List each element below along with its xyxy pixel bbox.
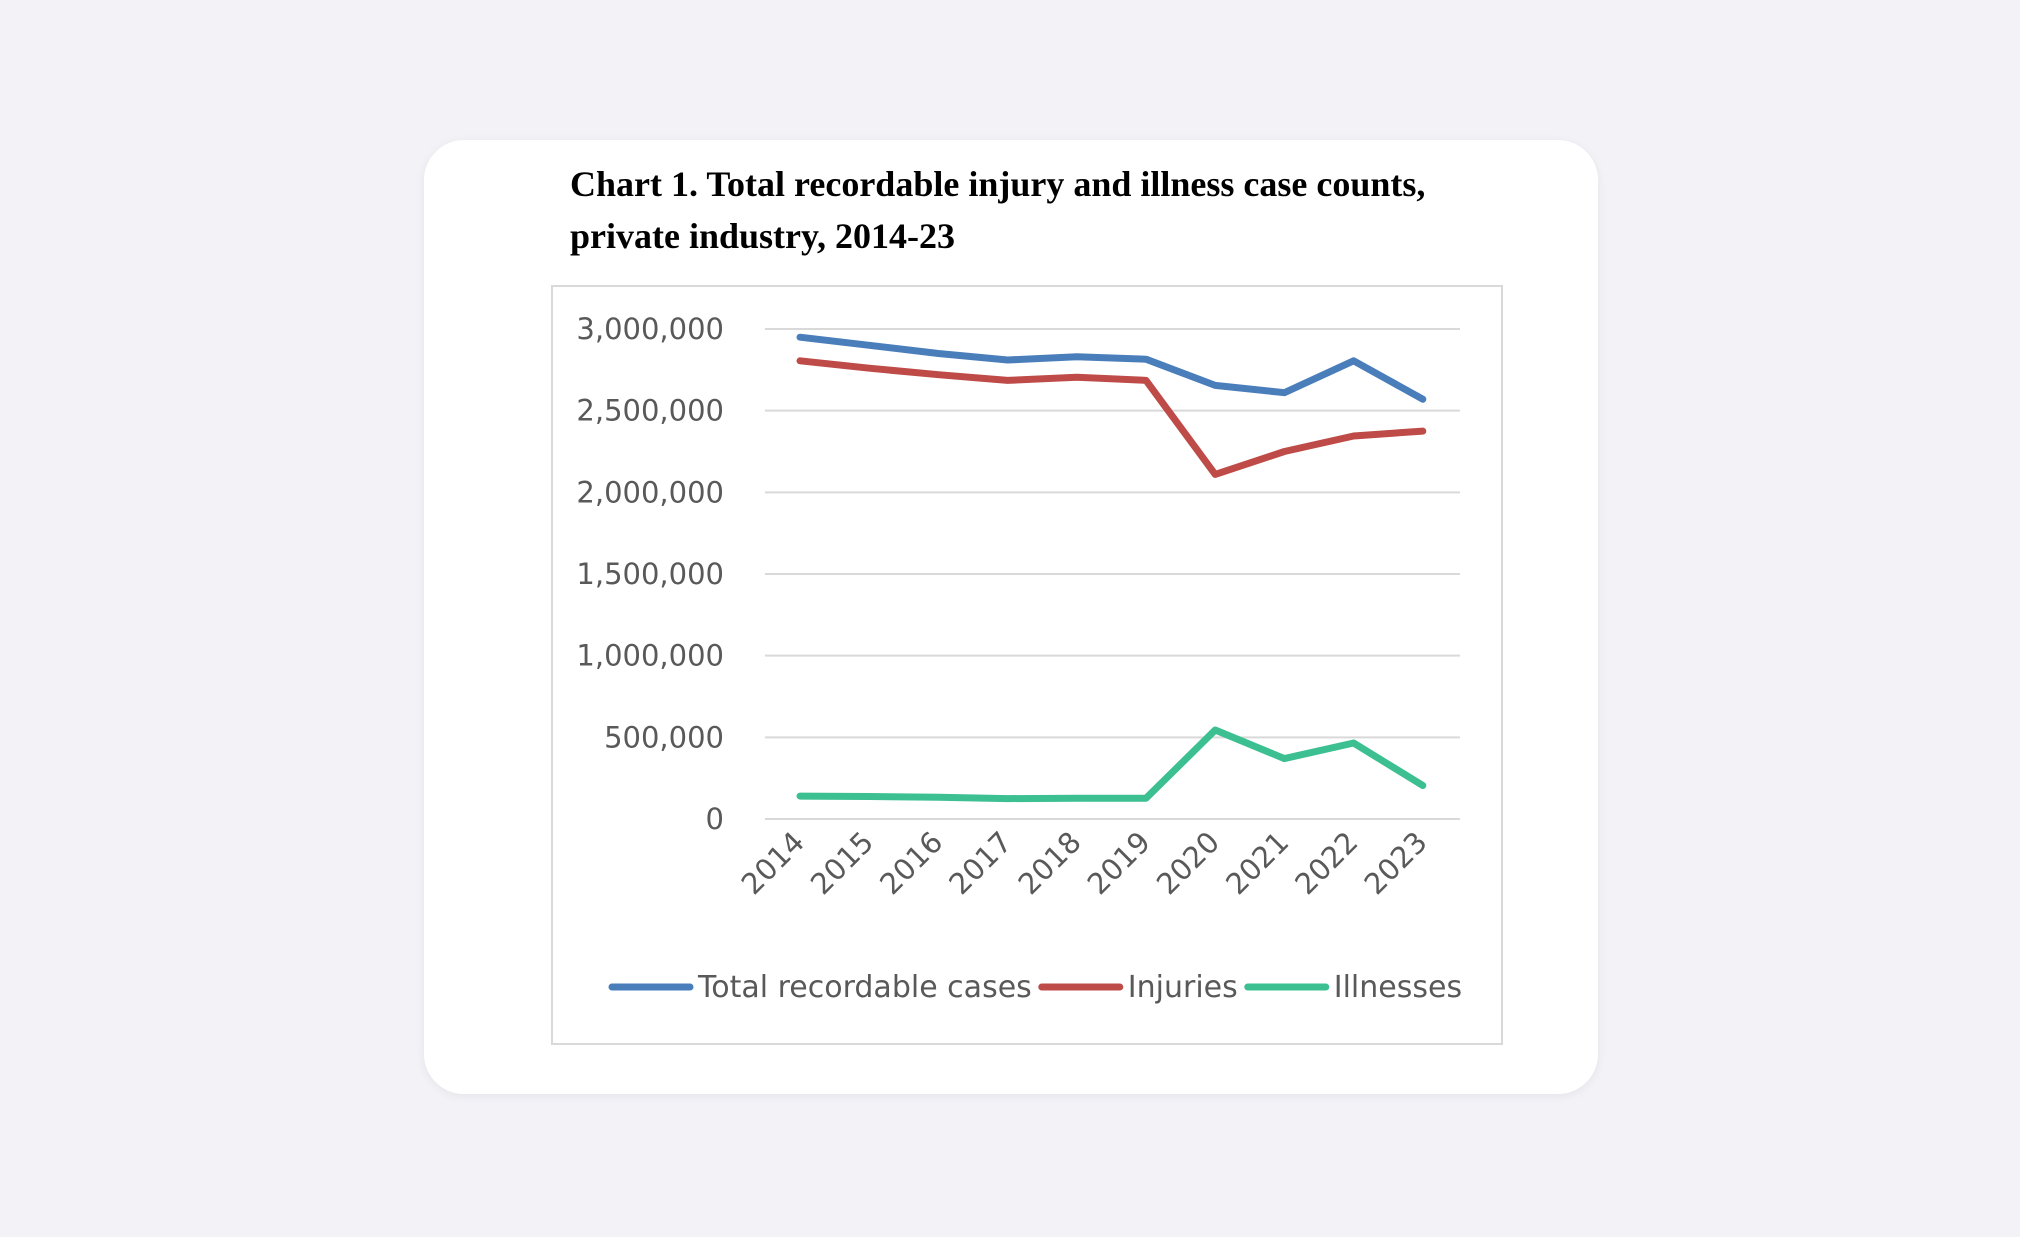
x-tick-label: 2019 xyxy=(1081,825,1157,901)
legend-label: Total recordable cases xyxy=(697,970,1032,1005)
series-line xyxy=(796,333,1427,403)
x-tick-label: 2018 xyxy=(1012,825,1088,901)
series-line xyxy=(796,726,1427,803)
y-tick-label: 2,500,000 xyxy=(576,394,724,428)
x-tick-label: 2023 xyxy=(1358,825,1434,901)
y-tick-label: 1,500,000 xyxy=(576,557,724,591)
y-tick-label: 1,000,000 xyxy=(576,639,724,673)
series-line xyxy=(796,357,1427,478)
y-axis-labels: 3,000,000 2,500,000 2,000,000 1,500,000 1,00… xyxy=(576,312,724,836)
x-tick-label: 2015 xyxy=(804,825,880,901)
gridlines xyxy=(765,328,1460,820)
x-tick-label: 2014 xyxy=(735,825,811,901)
legend-label: Injuries xyxy=(1128,970,1238,1005)
x-tick-label: 2022 xyxy=(1288,825,1364,901)
legend-label: Illnesses xyxy=(1334,970,1462,1005)
chart-title: Chart 1. Total recordable injury and ill… xyxy=(570,164,1426,256)
x-tick-label: 2016 xyxy=(873,825,949,901)
y-tick-label: 3,000,000 xyxy=(576,312,724,346)
y-tick-label: 0 xyxy=(706,802,724,836)
y-tick-label: 2,000,000 xyxy=(576,475,724,509)
y-tick-label: 500,000 xyxy=(604,720,724,754)
x-tick-label: 2017 xyxy=(942,825,1018,901)
series-lines xyxy=(796,333,1427,803)
x-tick-label: 2020 xyxy=(1150,825,1226,901)
x-tick-label: 2021 xyxy=(1219,825,1295,901)
legend: Total recordable cases Injuries Illnesses xyxy=(608,970,1462,1005)
